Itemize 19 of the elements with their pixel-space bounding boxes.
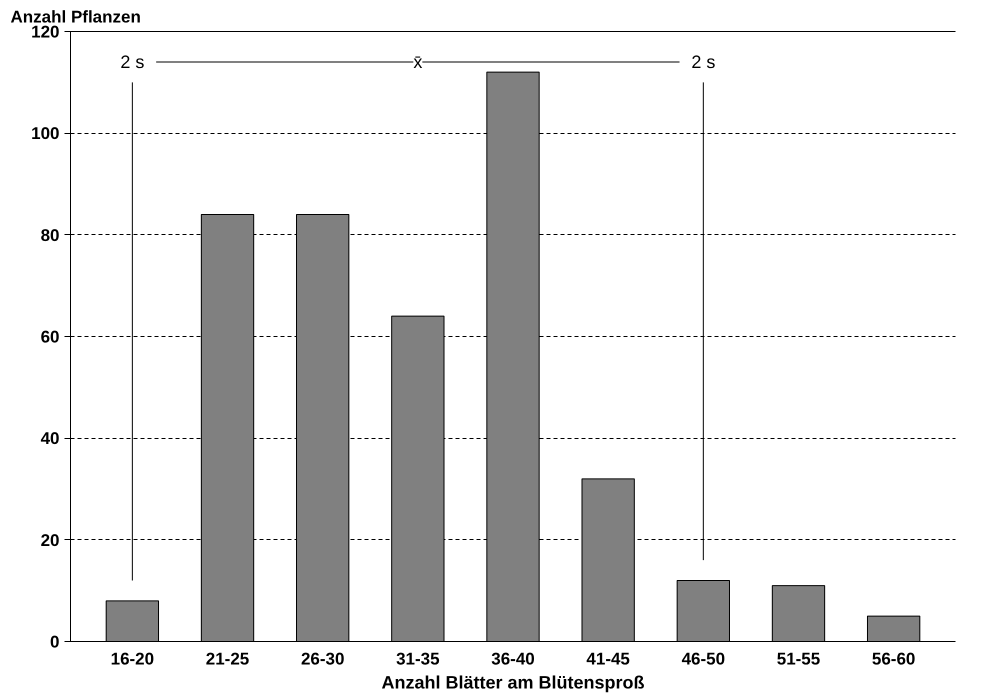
x-tick-label: 31-35 [396,650,440,668]
y-tick-label: 60 [40,328,60,346]
ref-line-label: 2 s [691,52,716,72]
y-tick-label: 20 [40,530,60,550]
ref-line-label: 2 s [120,52,144,72]
y-tick-label: 100 [31,124,60,144]
x-tick-label: 16-20 [110,650,154,668]
y-tick-label: 0 [50,632,60,652]
y-tick-label: 40 [40,429,60,448]
x-tick-label: 56-60 [872,650,916,668]
y-tick-label: 80 [40,226,60,245]
x-tick-label: 41-45 [586,650,630,668]
x-tick-label: 36-40 [491,650,535,668]
x-tick-label: 21-25 [206,650,250,668]
annotation: x̄ [413,52,422,72]
x-tick-label: 51-55 [776,650,820,668]
x-tick-label: 26-30 [300,650,344,668]
x-axis-title: Anzahl Blätter am Blütensproß [381,672,645,692]
x-tick-label: 46-50 [682,650,726,668]
